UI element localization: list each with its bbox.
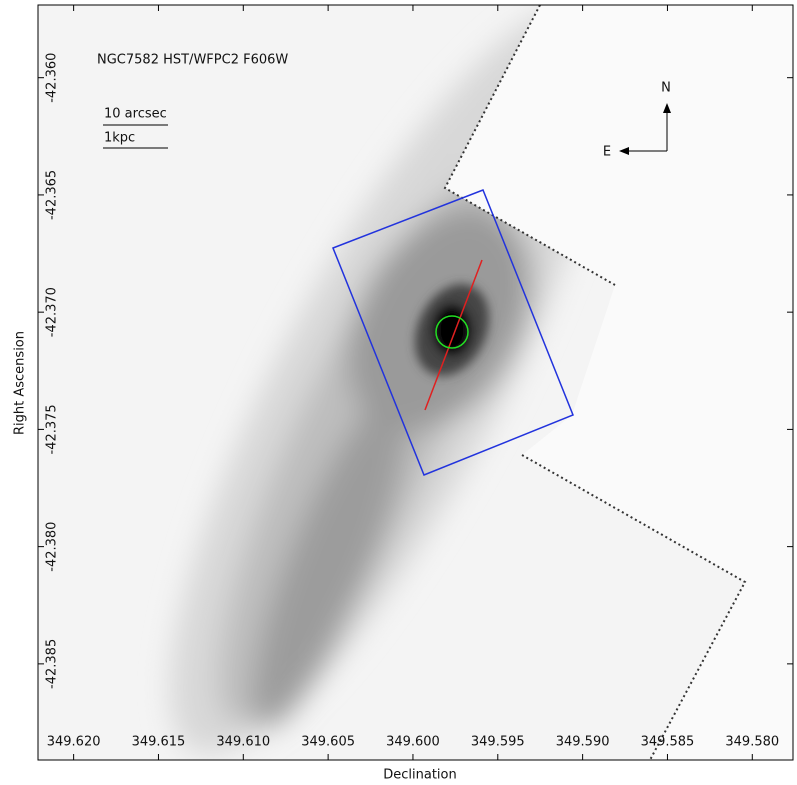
x-tick-label: 349.585 bbox=[641, 735, 695, 750]
y-axis-label: Right Ascension bbox=[13, 331, 28, 435]
compass-label: N bbox=[661, 81, 671, 96]
x-tick-label: 349.600 bbox=[386, 735, 440, 750]
x-tick-label: 349.610 bbox=[216, 735, 270, 750]
y-tick-label: -42.365 bbox=[45, 170, 60, 220]
x-axis-label: Declination bbox=[383, 768, 457, 783]
y-tick-label: -42.375 bbox=[45, 404, 60, 454]
x-tick-label: 349.595 bbox=[471, 735, 525, 750]
y-tick-label: -42.370 bbox=[45, 287, 60, 337]
y-tick-label: -42.385 bbox=[45, 639, 60, 689]
scale-label: 1kpc bbox=[104, 131, 135, 146]
x-tick-label: 349.580 bbox=[725, 735, 779, 750]
x-tick-label: 349.590 bbox=[556, 735, 610, 750]
x-tick-label: 349.620 bbox=[47, 735, 101, 750]
y-tick-label: -42.380 bbox=[45, 522, 60, 572]
plot-frame bbox=[37, 4, 794, 761]
sky-image bbox=[38, 5, 793, 760]
y-tick-label: -42.360 bbox=[45, 53, 60, 103]
x-tick-label: 349.615 bbox=[132, 735, 186, 750]
image-title: NGC7582 HST/WFPC2 F606W bbox=[97, 53, 288, 68]
x-tick-label: 349.605 bbox=[301, 735, 355, 750]
scale-label: 10 arcsec bbox=[104, 107, 167, 122]
compass-label: E bbox=[603, 145, 611, 160]
